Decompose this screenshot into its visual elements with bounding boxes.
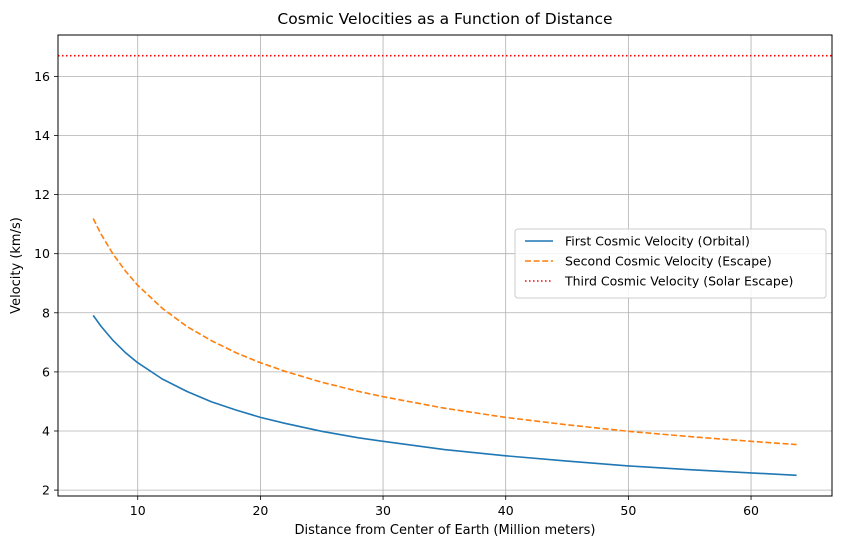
axis-ticks: 10 20 30 40 50 60 2 4 6 8 10 12 14 16 <box>34 69 759 518</box>
legend-label-first-velocity: First Cosmic Velocity (Orbital) <box>565 234 750 249</box>
x-tick-label: 10 <box>130 503 146 518</box>
y-tick-label: 8 <box>42 305 50 320</box>
y-tick-label: 16 <box>34 69 50 84</box>
x-tick-label: 30 <box>375 503 391 518</box>
first-velocity-line <box>92 314 797 477</box>
plot-frame <box>57 34 833 497</box>
x-tick-label: 20 <box>252 503 268 518</box>
x-tick-label: 50 <box>620 503 636 518</box>
legend: First Cosmic Velocity (Orbital) Second Co… <box>514 228 827 299</box>
chart-title: Cosmic Velocities as a Function of Dista… <box>277 10 612 28</box>
second-velocity-line <box>92 218 797 446</box>
legend-label-third-velocity: Third Cosmic Velocity (Solar Escape) <box>564 274 793 289</box>
y-tick-label: 6 <box>42 364 50 379</box>
y-tick-label: 12 <box>34 187 50 202</box>
y-tick-label: 14 <box>34 128 50 143</box>
y-tick-label: 2 <box>42 483 50 498</box>
legend-box <box>514 228 827 299</box>
legend-label-second-velocity: Second Cosmic Velocity (Escape) <box>565 254 772 269</box>
x-tick-label: 40 <box>498 503 514 518</box>
x-tick-label: 60 <box>743 503 759 518</box>
y-tick-label: 10 <box>34 246 50 261</box>
y-axis-title: Velocity (km/s) <box>9 217 24 314</box>
y-tick-label: 4 <box>42 423 50 438</box>
x-axis-title: Distance from Center of Earth (Million m… <box>295 523 596 538</box>
plot-series <box>58 54 832 477</box>
